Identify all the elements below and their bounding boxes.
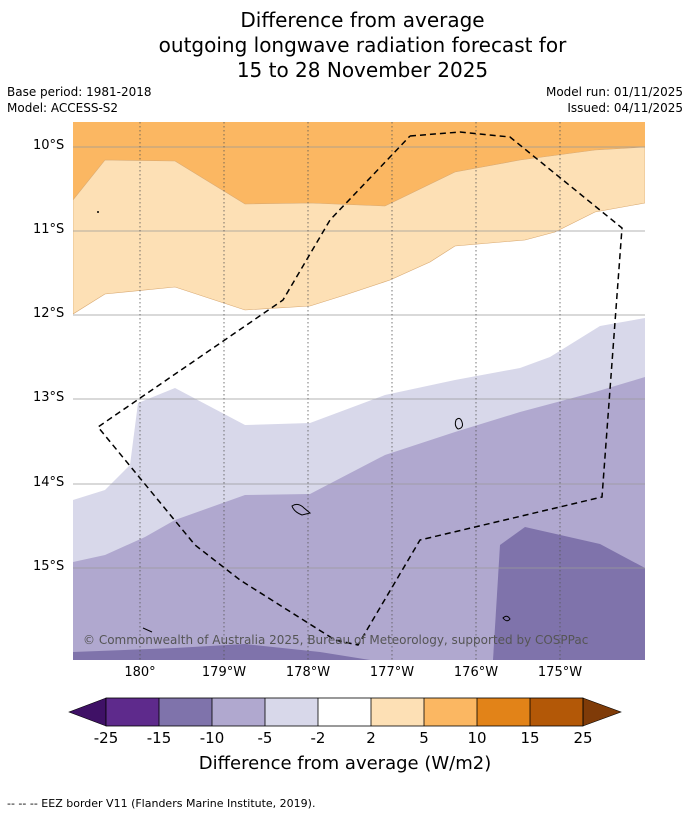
lon-label: 177°W [369, 665, 415, 680]
issued-date: Issued: 04/11/2025 [567, 101, 683, 115]
base-period: Base period: 1981-2018 [7, 85, 152, 99]
copyright-notice: © Commonwealth of Australia 2025, Bureau… [83, 633, 589, 647]
colorbar-extend-low [68, 697, 107, 727]
title-line-1: Difference from average [240, 8, 485, 32]
island-outline [142, 627, 153, 633]
lat-label: 12°S [33, 306, 65, 321]
lat-label: 13°S [33, 390, 65, 405]
island-outline [454, 417, 463, 430]
lat-label: 11°S [33, 222, 65, 237]
lon-label: 175°W [537, 665, 583, 680]
island-outline [502, 615, 511, 622]
colorbar [68, 697, 622, 727]
colorbar-swatch [265, 698, 318, 726]
lon-gridlines [139, 122, 561, 660]
meta-left: Base period: 1981-2018 Model: ACCESS-S2 [7, 84, 152, 116]
lon-label: 179°W [201, 665, 247, 680]
colorbar-swatch [530, 698, 583, 726]
map-area [73, 122, 645, 660]
colorbar-tick: -5 [257, 729, 273, 747]
colorbar-tick: -25 [93, 729, 119, 747]
colorbar-tick: 10 [467, 729, 487, 747]
island-dot [97, 211, 99, 213]
colorbar-swatch [159, 698, 212, 726]
colorbar-swatch [212, 698, 265, 726]
contour-2-5-region [73, 146, 645, 315]
meta-right: Model run: 01/11/2025 Issued: 04/11/2025 [546, 84, 683, 116]
colorbar-tick: -10 [199, 729, 225, 747]
lat-label: 10°S [33, 138, 65, 153]
lon-label: 176°W [453, 665, 499, 680]
colorbar-tick: 2 [366, 729, 376, 747]
lon-label: 178°W [285, 665, 331, 680]
colorbar-extend-high [582, 697, 622, 727]
contour-5-10-region [73, 122, 645, 206]
colorbar-swatch [106, 698, 159, 726]
colorbar-swatch [371, 698, 424, 726]
contour-minus10-minus15-region [493, 527, 645, 660]
title-line-3: 15 to 28 November 2025 [236, 58, 489, 82]
colorbar-swatch [424, 698, 477, 726]
lat-label: 15°S [33, 559, 65, 574]
colorbar-swatch [318, 698, 371, 726]
footnote-eez: -- -- -- EEZ border V11 (Flanders Marine… [7, 797, 316, 810]
model-run: Model run: 01/11/2025 [545, 85, 683, 99]
lon-label: 180° [124, 665, 156, 680]
lat-gridlines [73, 146, 645, 569]
lat-label: 14°S [33, 475, 65, 490]
colorbar-tick: -2 [310, 729, 326, 747]
model-name: Model: ACCESS-S2 [7, 101, 119, 115]
contour-minus10-minus15-strip [73, 644, 370, 660]
island-outline [291, 503, 312, 516]
colorbar-tick: 5 [419, 729, 429, 747]
colorbar-tick: -15 [146, 729, 172, 747]
colorbar-swatch [477, 698, 530, 726]
title-line-2: outgoing longwave radiation forecast for [158, 33, 567, 57]
chart-title: Difference from average outgoing longwav… [0, 8, 690, 83]
colorbar-title: Difference from average (W/m2) [198, 753, 492, 774]
eez-border [96, 131, 623, 646]
colorbar-tick: 15 [520, 729, 540, 747]
colorbar-tick: 25 [573, 729, 593, 747]
